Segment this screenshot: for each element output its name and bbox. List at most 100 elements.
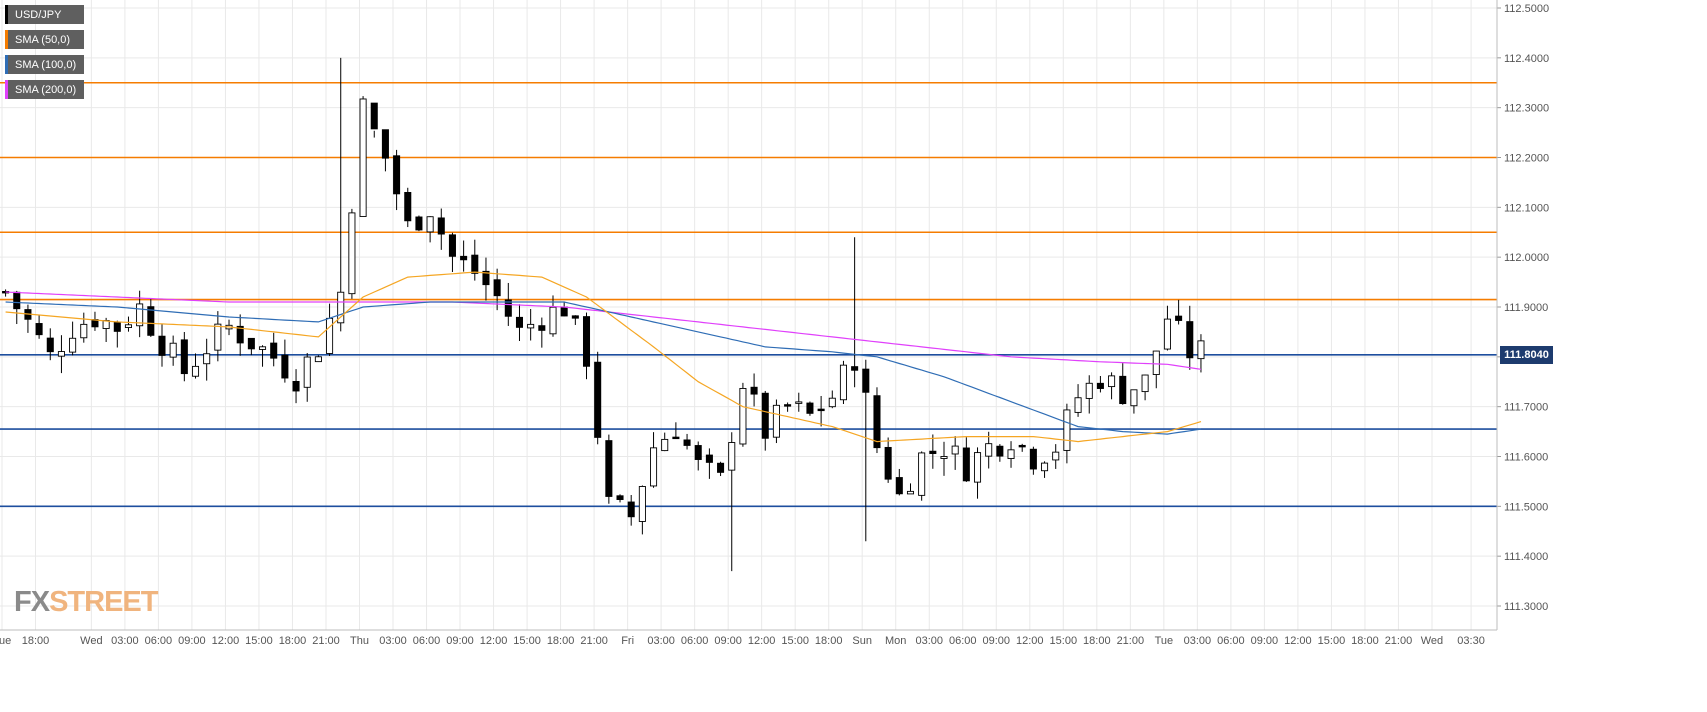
candle-body xyxy=(1018,444,1026,448)
candle-body xyxy=(717,462,725,473)
candle-body xyxy=(940,456,948,459)
candle-body xyxy=(515,316,524,328)
candle-body xyxy=(817,408,825,412)
x-tick-label: 06:00 xyxy=(1217,635,1245,647)
candle-body xyxy=(303,356,311,388)
legend-item-sma100[interactable]: SMA (100,0) xyxy=(5,55,85,74)
candle-body xyxy=(1029,448,1037,470)
candle-body xyxy=(739,387,747,445)
legend-item-sma50[interactable]: SMA (50,0) xyxy=(5,30,85,49)
legend-swatch-sma100 xyxy=(5,55,8,74)
x-tick-label: 18:00 xyxy=(1083,635,1111,647)
candle-body xyxy=(471,254,479,274)
candle-body xyxy=(1074,397,1082,413)
legend-item-sma200[interactable]: SMA (200,0) xyxy=(5,80,85,99)
candle-body xyxy=(326,317,334,354)
legend-label: SMA (100,0) xyxy=(15,58,77,71)
candle-body xyxy=(985,443,993,457)
x-tick-label: 06:00 xyxy=(681,635,709,647)
candle-body xyxy=(1108,375,1116,388)
current-price-tag: 111.8040 xyxy=(1500,346,1553,364)
candle-body xyxy=(784,404,792,407)
candle-body xyxy=(594,361,602,438)
candle-body xyxy=(460,255,468,261)
candle-body xyxy=(292,381,300,392)
candle-body xyxy=(337,291,345,324)
horizontal-levels xyxy=(0,81,1497,508)
legend-item-usdjpy[interactable]: USD/JPY xyxy=(5,5,85,24)
sma-50-line xyxy=(5,271,1202,443)
x-tick-label: 03:00 xyxy=(1184,635,1212,647)
x-tick-label: 18:00 xyxy=(1351,635,1379,647)
x-tick-label: Tue xyxy=(0,635,11,647)
candle-body xyxy=(806,402,814,414)
x-tick-label: Sun xyxy=(852,635,872,647)
candle-body xyxy=(672,436,680,440)
candle-body xyxy=(705,454,713,463)
candle-body xyxy=(1141,374,1149,393)
logo-fx: FX xyxy=(14,586,50,618)
x-tick-label: 21:00 xyxy=(580,635,608,647)
candle-body xyxy=(683,439,691,446)
x-tick-label: Thu xyxy=(350,635,369,647)
candle-body xyxy=(795,401,803,404)
sma-100-line xyxy=(5,301,1202,435)
candle-body xyxy=(906,490,915,495)
legend-swatch-sma200 xyxy=(5,80,8,99)
y-tick-label: 112.3000 xyxy=(1504,103,1549,115)
candle-body xyxy=(415,216,423,231)
candle-body xyxy=(1096,382,1104,389)
candle-body xyxy=(203,353,211,365)
x-tick-label: 06:00 xyxy=(413,635,441,647)
candle-body xyxy=(560,306,568,317)
candle-body xyxy=(1186,321,1194,359)
candle-body xyxy=(136,303,144,327)
x-tick-label: Wed xyxy=(80,635,102,647)
candle-body xyxy=(259,346,267,350)
candle-body xyxy=(571,315,579,319)
candle-body xyxy=(616,495,624,500)
candle-body xyxy=(147,306,155,336)
candle-body xyxy=(661,438,669,452)
x-tick-label: 21:00 xyxy=(1385,635,1413,647)
candle-body xyxy=(538,325,546,331)
candle-body xyxy=(426,216,434,233)
y-tick-label: 111.5000 xyxy=(1504,501,1548,513)
candle-body xyxy=(214,323,222,351)
x-tick-label: 15:00 xyxy=(513,635,541,647)
candle-body xyxy=(169,342,177,358)
candle-body xyxy=(314,356,322,363)
candle-body xyxy=(437,217,445,235)
x-tick-label: Mon xyxy=(885,635,906,647)
candle-body xyxy=(482,270,490,286)
candle-body xyxy=(158,335,166,356)
x-tick-label: 12:00 xyxy=(1016,635,1044,647)
candle-body xyxy=(13,291,21,310)
y-tick-label: 112.0000 xyxy=(1504,252,1549,264)
x-tick-label: 15:00 xyxy=(245,635,273,647)
y-tick-label: 111.9000 xyxy=(1504,302,1548,314)
candle-body xyxy=(527,323,535,329)
legend-label: USD/JPY xyxy=(15,8,62,21)
plot-background xyxy=(0,0,1643,690)
y-tick-label: 112.4000 xyxy=(1504,53,1549,65)
x-tick-label: 06:00 xyxy=(145,635,173,647)
candle-body xyxy=(80,323,88,339)
candle-body xyxy=(35,323,43,336)
x-tick-label: 12:00 xyxy=(748,635,776,647)
x-tick-label: 18:00 xyxy=(22,635,50,647)
candle-body xyxy=(1152,350,1160,375)
x-tick-label: 03:00 xyxy=(647,635,675,647)
x-tick-label: 09:00 xyxy=(178,635,206,647)
y-tick-label: 112.5000 xyxy=(1504,3,1549,15)
x-tick-label: 03:00 xyxy=(379,635,407,647)
candle-body xyxy=(694,445,702,460)
x-tick-label: Tue xyxy=(1155,635,1174,647)
candle-body xyxy=(1163,318,1171,350)
legend-label: SMA (50,0) xyxy=(15,33,71,46)
candle-body xyxy=(180,339,188,375)
candle-body xyxy=(873,395,881,449)
x-tick-label: 09:00 xyxy=(714,635,742,647)
y-tick-label: 111.4000 xyxy=(1504,551,1548,563)
